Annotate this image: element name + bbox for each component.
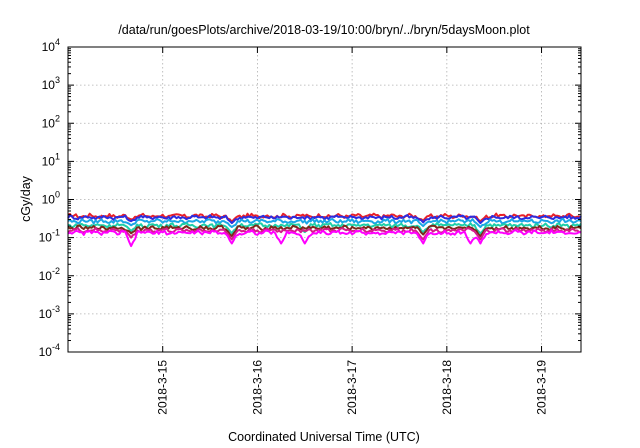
x-tick-label: 2018-3-15 — [156, 360, 170, 415]
y-tick-label: 10-4 — [39, 342, 60, 359]
series-layer — [67, 212, 582, 248]
series-line — [67, 227, 582, 241]
y-tick-label: 104 — [42, 37, 60, 54]
series-line — [67, 222, 582, 235]
grid-lines — [68, 47, 581, 352]
series-line — [67, 217, 582, 228]
y-tick-label: 10-3 — [39, 304, 60, 321]
y-tick-label: 10-1 — [39, 228, 60, 245]
y-tick-label: 102 — [42, 113, 60, 130]
y-tick-label: 101 — [42, 151, 60, 168]
y-tick-label: 103 — [42, 75, 60, 92]
x-tick-label: 2018-3-17 — [345, 360, 359, 415]
x-tick-label: 2018-3-19 — [535, 360, 549, 415]
series-line — [67, 212, 582, 223]
y-tick-label: 10-2 — [39, 266, 60, 283]
x-axis-label: Coordinated Universal Time (UTC) — [228, 430, 420, 444]
x-axis-ticks: 2018-3-15 2018-3-16 2018-3-17 2018-3-18 2018… — [156, 47, 549, 415]
y-tick-label: 100 — [42, 190, 60, 207]
y-axis-label: cGy/day — [19, 175, 33, 222]
x-tick-label: 2018-3-16 — [250, 360, 264, 415]
chart-title: /data/run/goesPlots/archive/2018-03-19/1… — [118, 23, 530, 37]
series-line — [67, 229, 582, 248]
y-axis-ticks: 10-4 10-3 10-2 10-1 100 101 102 103 104 — [39, 37, 581, 359]
x-tick-label: 2018-3-18 — [440, 360, 454, 415]
